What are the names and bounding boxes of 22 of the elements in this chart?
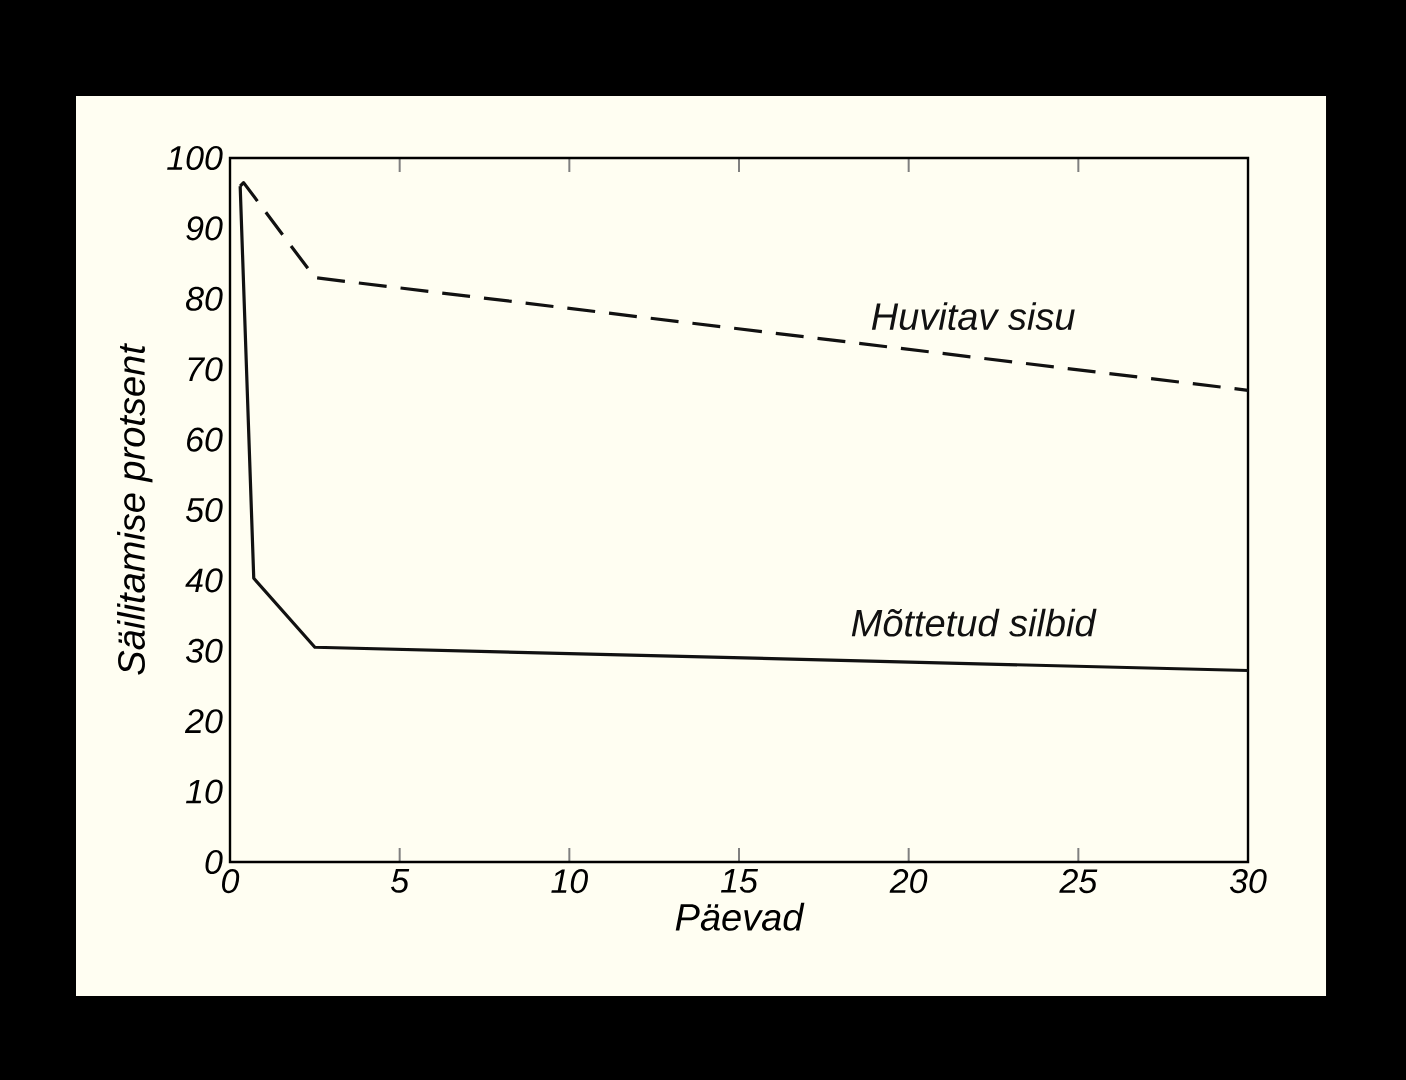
x-tick-label: 20 <box>889 869 928 894</box>
y-tick-label: 80 <box>186 286 223 311</box>
y-axis-title: Säilitamise protsent <box>117 342 153 675</box>
y-tick-label: 90 <box>186 216 223 241</box>
y-tick-label: 30 <box>185 638 223 663</box>
y-tick-label: 50 <box>185 497 223 523</box>
x-axis-title: Päevad <box>675 902 805 931</box>
series-label: Mõttetud silbid <box>851 608 1097 637</box>
x-tick-label: 15 <box>720 869 759 893</box>
x-tick-label: 30 <box>1229 869 1267 894</box>
x-tick-label: 10 <box>551 869 588 894</box>
x-tick-label: 5 <box>390 869 410 893</box>
x-tick-label: 25 <box>1059 869 1098 894</box>
x-tick-label: 0 <box>222 869 240 894</box>
y-tick-label: 0 <box>205 849 223 875</box>
y-tick-label: 100 <box>167 145 223 171</box>
y-tick-label: 40 <box>185 568 223 593</box>
y-tick-label: 70 <box>188 357 223 382</box>
series-label: Huvitav sisu <box>871 302 1075 331</box>
y-tick-label: 20 <box>184 709 223 734</box>
y-tick-label: 10 <box>185 779 223 804</box>
y-tick-label: 60 <box>187 427 223 452</box>
